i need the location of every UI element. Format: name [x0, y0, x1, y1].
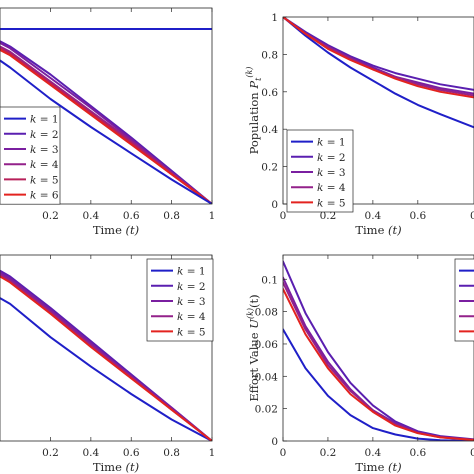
legend-label: k = 3 — [317, 167, 346, 179]
x-tick-label: 0.6 — [409, 447, 426, 459]
y-axis-label: Population Pt(k) — [245, 67, 263, 155]
y-tick-label: 0.8 — [261, 49, 278, 61]
legend-label: k = 3 — [177, 296, 206, 308]
legend-box — [0, 106, 61, 205]
series-group — [0, 269, 212, 441]
x-axis-label: Time (t) — [93, 460, 139, 474]
x-tick-label: 0.4 — [365, 447, 382, 459]
legend-label: k = 4 — [30, 159, 59, 171]
y-tick-label: 0.06 — [255, 339, 279, 351]
legend-label: k = 4 — [317, 182, 346, 194]
legend-label: k = 3 — [30, 144, 59, 156]
legend-label: k = 6 — [30, 190, 59, 202]
series-line-k5 — [283, 288, 474, 441]
x-tick-label-partial: 0.8 — [470, 210, 474, 222]
x-tick-label: 0.4 — [83, 210, 100, 222]
legend-label: k = 5 — [30, 174, 59, 186]
subplot-top-right: 0 0.2 0.4 0.6 0.8 0 0.2 0.4 0.6 0.8 1 Time (t) Popul… — [245, 12, 474, 237]
x-axis-label: Time (t) — [355, 223, 401, 237]
x-tick-label: 0.2 — [320, 447, 337, 459]
x-tick-label-partial: 0.8 — [470, 447, 474, 459]
legend-label: k = 2 — [317, 152, 346, 164]
y-tick-label: 0.04 — [255, 371, 279, 383]
legend: k = 1 k = 2 k = 3 k = 4 k = 5 — [146, 258, 214, 342]
x-tick-label: 0.2 — [320, 210, 337, 222]
legend: k = 1 k = 2 k = 3 k = 4 k = 5 — [286, 129, 354, 213]
legend-label: k = 2 — [177, 281, 206, 293]
y-tick-label: 0 — [271, 436, 278, 448]
x-axis-label: Time (t) — [355, 460, 401, 474]
y-tick-label: 0.1 — [261, 274, 278, 286]
x-tick-label: 0.6 — [409, 210, 426, 222]
series-line-k2 — [0, 40, 212, 204]
x-tick-label: 0 — [280, 447, 287, 459]
y-axis-label: Effort Value U(k)(t) — [246, 294, 261, 401]
series-line-k6 — [0, 49, 212, 204]
series-group — [283, 260, 474, 441]
series-line-k1 — [0, 297, 212, 441]
legend-label: k = 5 — [177, 326, 206, 338]
legend-label: k = 5 — [317, 197, 346, 209]
series-line-k1 — [283, 328, 474, 441]
x-tick-label: 0.8 — [163, 210, 180, 222]
series-line-k3 — [0, 271, 212, 441]
y-tick-label: 0.2 — [261, 162, 278, 174]
legend: k = 1 k = 2 k = 3 k = 4 k = 5 k = 6 — [0, 106, 61, 205]
x-tick-label: 0.2 — [42, 210, 59, 222]
axes-frame — [0, 254, 213, 442]
legend: k = 1k = 2k = 3k = 4k = 5 — [454, 258, 474, 342]
x-tick-label: 0.6 — [123, 447, 140, 459]
y-tick-label: 0.02 — [255, 404, 278, 416]
legend-label: k = 1 — [317, 137, 346, 149]
axes-frame — [282, 16, 474, 205]
x-tick-label: 1 — [209, 210, 216, 222]
series-line-k4 — [0, 45, 212, 204]
x-tick-label: 0 — [280, 210, 287, 222]
series-line-k1 — [283, 17, 474, 129]
x-tick-label: 0.2 — [42, 447, 59, 459]
legend-label: k = 4 — [177, 311, 206, 323]
series-group — [0, 28, 212, 204]
y-tick-label: 0.08 — [255, 307, 278, 319]
x-tick-label: 0.8 — [163, 447, 180, 459]
series-line-extra-6 — [0, 59, 212, 204]
series-line-k5 — [283, 17, 474, 99]
series-line-k5 — [0, 275, 212, 441]
series-line-k3 — [283, 17, 474, 95]
series-line-k2 — [283, 17, 474, 91]
axes-frame — [0, 7, 213, 205]
legend-label: k = 1 — [30, 114, 59, 126]
y-tick-label: 0.4 — [261, 124, 278, 136]
x-axis-label: Time (t) — [93, 223, 139, 237]
axes-frame — [282, 254, 474, 442]
x-tick-label: 1 — [209, 447, 216, 459]
y-tick-label: 0 — [271, 199, 278, 211]
x-tick-label: 0.6 — [123, 210, 140, 222]
legend-label: k = 1 — [177, 266, 206, 278]
x-tick-label: 0.4 — [83, 447, 100, 459]
legend-label: k = 2 — [30, 129, 59, 141]
y-tick-label: 0.6 — [261, 87, 278, 99]
subplot-bottom-right: 0 0.2 0.4 0.6 0.8 0 0.02 0.04 0.06 0.08 0.1 Time (t… — [246, 254, 474, 474]
x-tick-label: 0.4 — [365, 210, 382, 222]
y-tick-label: 1 — [271, 12, 278, 24]
series-group — [283, 17, 474, 129]
